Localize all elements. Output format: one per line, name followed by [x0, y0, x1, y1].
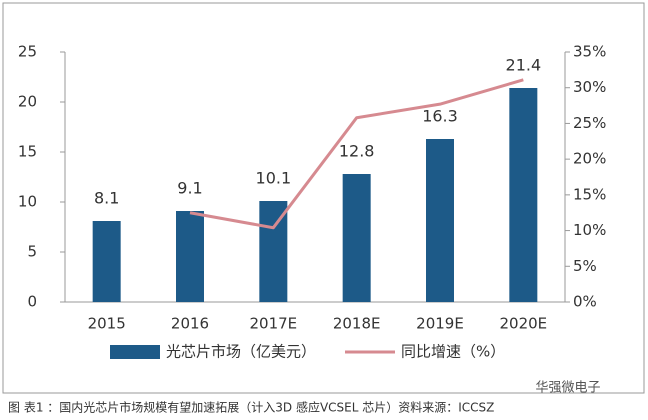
x-tick-label: 2017E: [250, 315, 298, 333]
data-label: 10.1: [256, 169, 292, 188]
y2-tick-label: 10%: [573, 221, 606, 239]
caption: 图 表1 ：国内光芯片市场规模有望加速拓展（计入3D 感应VCSEL 芯片）资料…: [8, 400, 494, 415]
data-label: 8.1: [94, 189, 119, 208]
watermark: 华强微电子: [535, 381, 600, 396]
data-label: 9.1: [177, 179, 202, 198]
y-tick-label: 10: [18, 193, 37, 211]
x-tick-label: 2019E: [416, 315, 464, 333]
y2-tick-label: 0%: [573, 293, 597, 311]
legend-label: 光芯片市场（亿美元）: [166, 343, 316, 361]
bar: [509, 88, 538, 302]
y2-tick-label: 5%: [573, 257, 597, 275]
bar: [426, 139, 454, 302]
y2-tick-label: 35%: [573, 43, 606, 61]
y-tick-label: 0: [27, 293, 37, 311]
x-tick-label: 2020E: [500, 315, 548, 333]
y2-tick-label: 30%: [573, 78, 606, 96]
y2-tick-label: 25%: [573, 114, 606, 132]
bar: [342, 174, 371, 302]
legend-label: 同比增速（%）: [401, 343, 505, 361]
data-label: 12.8: [339, 142, 375, 161]
y-tick-label: 25: [18, 43, 37, 61]
frame: [2, 2, 645, 394]
x-tick-label: 2016: [171, 315, 209, 333]
bar: [176, 211, 204, 302]
bar: [92, 221, 121, 302]
x-tick-label: 2018E: [333, 315, 381, 333]
legend-swatch: [110, 345, 160, 359]
y-tick-label: 5: [27, 243, 37, 261]
data-label: 21.4: [506, 56, 542, 75]
data-label: 16.3: [422, 107, 458, 126]
y-tick-label: 15: [18, 143, 37, 161]
line: [189, 78, 524, 230]
y-tick-label: 20: [18, 93, 37, 111]
x-tick-label: 2015: [88, 315, 126, 333]
y2-tick-label: 20%: [573, 150, 606, 168]
y2-tick-label: 15%: [573, 185, 606, 203]
